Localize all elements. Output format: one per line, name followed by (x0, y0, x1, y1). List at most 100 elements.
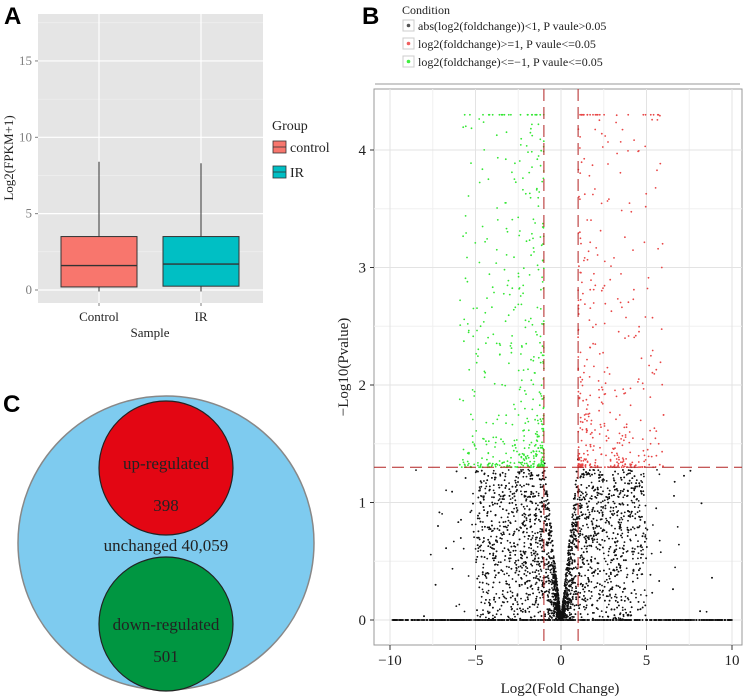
point-unchanged (556, 580, 558, 583)
point-unchanged (569, 529, 572, 532)
point-unchanged (553, 585, 556, 588)
point-unchanged (591, 510, 593, 513)
point-unchanged (479, 501, 482, 504)
point-unchanged (605, 578, 608, 581)
point-unchanged (574, 566, 577, 569)
point-unchanged (568, 572, 571, 575)
point-unchanged (590, 581, 593, 583)
point-unchanged (642, 494, 645, 496)
point-unchanged (498, 608, 501, 611)
point-unchanged (540, 615, 543, 617)
point-unchanged (629, 539, 632, 542)
point-unchanged (493, 496, 495, 499)
point-unchanged (497, 561, 500, 563)
point-unchanged (585, 486, 588, 489)
point-unchanged (523, 516, 526, 518)
point-unchanged (577, 591, 580, 594)
point-unchanged (519, 619, 521, 621)
volcano-panel-bg (373, 88, 743, 646)
point-unchanged (550, 564, 552, 566)
point-unchanged (635, 563, 638, 565)
point-unchanged (452, 540, 455, 543)
point-unchanged (527, 514, 530, 517)
point-unchanged (522, 564, 525, 567)
point-unchanged (545, 558, 548, 561)
point-unchanged (556, 612, 558, 614)
point-unchanged (554, 562, 556, 565)
point-unchanged (474, 471, 477, 474)
point-unchanged (509, 541, 512, 544)
point-unchanged (512, 511, 514, 514)
point-unchanged (494, 576, 496, 579)
point-unchanged (501, 491, 504, 493)
point-unchanged (608, 575, 610, 578)
point-unchanged (505, 597, 508, 600)
point-unchanged (572, 616, 575, 618)
point-unchanged (591, 473, 593, 476)
point-unchanged (623, 511, 626, 514)
point-unchanged (568, 584, 571, 587)
point-unchanged (498, 493, 501, 496)
point-unchanged (570, 557, 572, 559)
point-unchanged (586, 619, 589, 621)
point-unchanged (522, 530, 525, 533)
point-unchanged (584, 574, 586, 577)
point-unchanged (539, 619, 541, 621)
point-unchanged (508, 566, 510, 569)
point-unchanged (569, 603, 572, 605)
point-unchanged (619, 490, 622, 492)
point-unchanged (649, 619, 651, 621)
point-unchanged (607, 603, 610, 606)
point-unchanged (545, 568, 547, 571)
point-unchanged (510, 567, 513, 570)
point-unchanged (587, 578, 590, 581)
point-unchanged (571, 516, 574, 519)
point-unchanged (515, 569, 518, 572)
point-unchanged (631, 477, 634, 479)
point-unchanged (614, 470, 616, 473)
point-unchanged (584, 491, 587, 494)
point-unchanged (571, 559, 574, 562)
point-unchanged (501, 537, 503, 540)
point-unchanged (496, 609, 499, 612)
point-unchanged (582, 496, 585, 499)
point-unchanged (548, 513, 551, 515)
point-unchanged (586, 523, 588, 526)
point-unchanged (623, 515, 625, 518)
point-unchanged (520, 503, 523, 506)
point-unchanged (595, 585, 598, 588)
point-unchanged (504, 525, 507, 528)
point-unchanged (573, 560, 576, 563)
point-unchanged (576, 498, 579, 501)
point-unchanged (620, 476, 622, 479)
point-unchanged (476, 577, 479, 580)
point-unchanged (515, 511, 518, 513)
point-unchanged (565, 581, 568, 584)
point-unchanged (513, 619, 516, 621)
point-unchanged (622, 613, 625, 616)
point-unchanged (597, 469, 600, 472)
point-unchanged (479, 619, 481, 621)
point-unchanged (620, 534, 622, 537)
point-unchanged (500, 516, 503, 519)
point-unchanged (541, 497, 544, 499)
point-unchanged (620, 478, 623, 481)
point-unchanged (699, 610, 701, 613)
point-unchanged (720, 619, 722, 621)
point-unchanged (500, 542, 502, 544)
point-unchanged (637, 557, 639, 560)
point-unchanged (651, 591, 654, 594)
point-unchanged (598, 543, 601, 546)
point-unchanged (689, 469, 692, 472)
point-unchanged (545, 571, 547, 574)
point-unchanged (575, 604, 578, 606)
point-unchanged (627, 472, 630, 475)
point-unchanged (538, 562, 541, 565)
point-unchanged (587, 563, 590, 565)
point-unchanged (492, 489, 495, 492)
point-unchanged (642, 562, 644, 564)
point-unchanged (626, 504, 629, 506)
point-unchanged (504, 555, 507, 557)
point-unchanged (535, 491, 538, 493)
point-unchanged (552, 557, 555, 559)
